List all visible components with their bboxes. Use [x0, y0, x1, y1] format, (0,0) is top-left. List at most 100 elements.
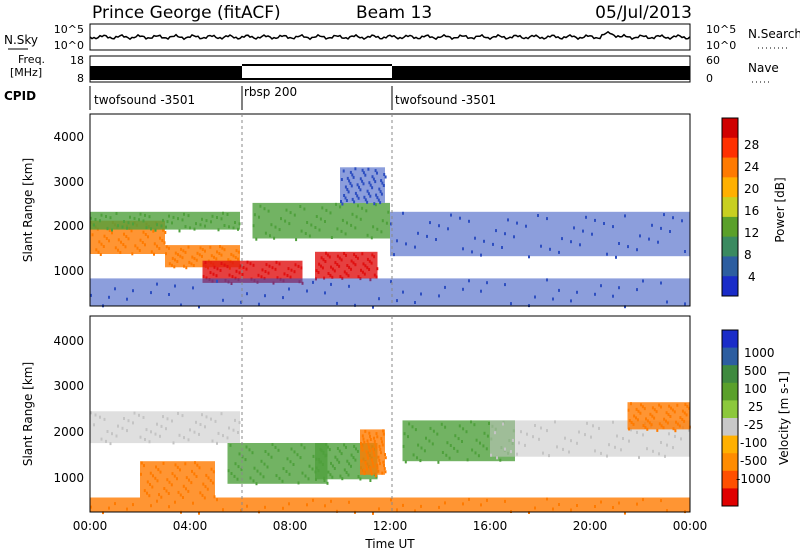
power-speckle — [474, 236, 476, 240]
velocity-speckle — [108, 506, 110, 510]
power-speckle — [199, 223, 202, 227]
velocity-speckle — [297, 481, 300, 485]
power-speckle — [241, 272, 244, 276]
velocity-speckle — [185, 487, 187, 491]
velocity-speckle — [212, 481, 214, 485]
power-tick-8: 8 — [744, 248, 752, 262]
velocity-speckle — [658, 422, 661, 426]
velocity-speckle — [109, 442, 112, 446]
velocity-speckle — [403, 432, 406, 436]
velocity-speckle — [318, 457, 321, 461]
velocity-tick-neg500: -500 — [740, 454, 767, 468]
velocity-speckle — [370, 469, 372, 473]
velocity-speckle — [158, 493, 160, 497]
velocity-speckle — [686, 404, 689, 408]
velocity-color-step-9 — [722, 470, 738, 489]
velocity-speckle — [371, 458, 373, 462]
velocity-speckle — [329, 473, 332, 477]
power-speckle — [255, 237, 258, 241]
power-speckle — [504, 232, 506, 236]
velocity-speckle — [473, 423, 476, 427]
power-speckle — [171, 263, 173, 267]
velocity-speckle — [127, 419, 130, 423]
velocity-speckle — [646, 419, 649, 423]
power-speckle — [366, 200, 369, 204]
velocity-speckle — [570, 439, 572, 443]
velocity-speckle — [483, 431, 486, 435]
velocity-speckle — [345, 471, 348, 474]
velocity-speckle — [289, 460, 292, 464]
power-speckle — [348, 179, 351, 183]
power-speckle — [234, 221, 236, 224]
power-speckle — [117, 238, 120, 242]
velocity-speckle — [475, 438, 478, 442]
velocity-speckle — [187, 438, 190, 442]
velocity-speckle — [628, 419, 631, 423]
velocity-speckle — [564, 436, 566, 440]
velocity-speckle — [206, 487, 209, 491]
power-speckle — [189, 226, 191, 230]
velocity-speckle — [331, 464, 334, 468]
velocity-speckle — [407, 435, 409, 439]
velocity-speckle — [176, 477, 178, 481]
velocity-speckle — [150, 430, 152, 434]
power-speckle — [102, 245, 105, 248]
velocity-speckle — [454, 434, 457, 438]
power-speckle — [249, 262, 252, 266]
velocity-color-step-5 — [722, 400, 738, 419]
velocity-speckle — [494, 431, 496, 435]
power-speckle — [123, 232, 125, 236]
velocity-speckle — [168, 505, 170, 509]
power-speckle — [352, 175, 355, 179]
power-speckle — [105, 215, 107, 218]
power-speckle — [372, 225, 375, 229]
power-speckle — [273, 236, 276, 240]
velocity-speckle — [282, 506, 284, 510]
velocity-speckle — [357, 475, 360, 478]
power-speckle — [368, 268, 371, 271]
power-color-step-9 — [722, 276, 738, 297]
power-speckle — [376, 196, 379, 200]
velocity-speckle — [264, 505, 266, 509]
power-speckle — [348, 265, 351, 269]
velocity-speckle — [173, 474, 176, 478]
velocity-speckle — [674, 434, 676, 438]
velocity-speckle — [568, 450, 570, 454]
power-speckle — [375, 193, 378, 197]
velocity-speckle — [378, 458, 381, 462]
velocity-speckle — [488, 422, 490, 425]
power-speckle — [188, 260, 191, 264]
power-ytick-2000: 2000 — [53, 219, 84, 233]
power-speckle — [234, 276, 237, 280]
velocity-speckle — [360, 445, 363, 449]
velocity-speckle — [365, 464, 368, 468]
velocity-color-step-10 — [722, 488, 738, 507]
power-speckle — [444, 285, 446, 289]
velocity-speckle — [207, 476, 210, 480]
velocity-speckle — [548, 454, 550, 458]
velocity-speckle — [376, 435, 379, 439]
velocity-speckle — [347, 473, 350, 477]
power-speckle — [210, 220, 212, 224]
velocity-speckle — [311, 467, 314, 471]
power-speckle — [361, 168, 364, 172]
velocity-speckle — [330, 499, 332, 503]
velocity-speckle — [326, 481, 329, 485]
power-speckle — [264, 294, 266, 298]
power-speckle — [367, 192, 370, 196]
power-speckle — [283, 272, 286, 276]
velocity-speckle — [293, 450, 296, 454]
velocity-speckle — [163, 487, 166, 490]
velocity-speckle — [171, 419, 173, 423]
velocity-speckle — [639, 411, 642, 415]
velocity-speckle — [323, 476, 326, 480]
power-speckle — [351, 173, 354, 177]
velocity-speckle — [680, 437, 682, 441]
power-speckle — [306, 289, 308, 293]
freq-label: Freq. — [18, 53, 45, 66]
power-speckle — [369, 194, 372, 198]
power-speckle — [353, 200, 356, 204]
velocity-speckle — [266, 465, 269, 469]
velocity-speckle — [143, 464, 145, 468]
power-speckle — [615, 255, 617, 259]
